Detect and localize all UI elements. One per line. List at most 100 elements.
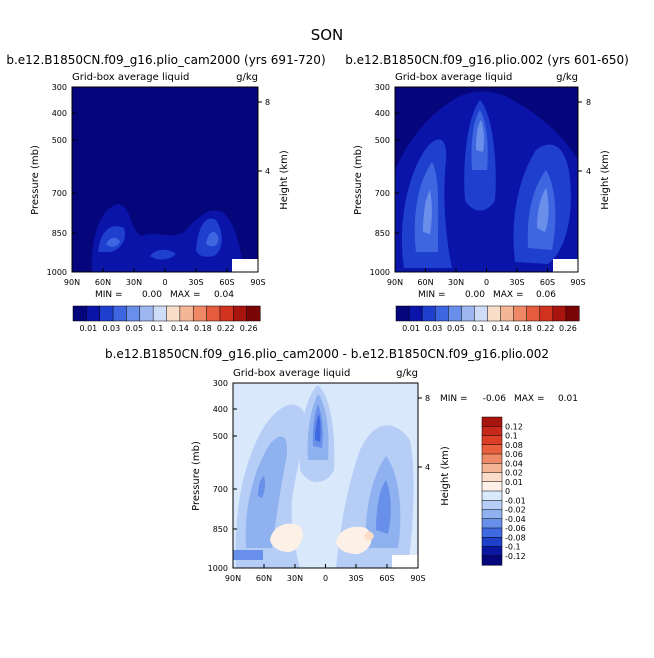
colorbar-swatch — [481, 546, 503, 557]
colorbar-swatch — [487, 305, 502, 322]
height-tick-label: 4 — [265, 167, 270, 176]
height-axis-title: Height (km) — [440, 446, 451, 506]
max-label: MAX = — [170, 290, 201, 300]
colorbar-swatch — [192, 305, 208, 322]
y-tick-label: 850 — [213, 525, 228, 534]
colorbar-swatch — [481, 453, 503, 464]
colorbar-label: 0.04 — [505, 459, 523, 468]
colorbar-swatch — [474, 305, 489, 322]
max-value: 0.01 — [558, 394, 578, 404]
height-tick-label: 4 — [425, 463, 430, 472]
colorbar-label: 0.12 — [505, 422, 523, 431]
y-axis-height: 8 4 Height (km) — [418, 394, 451, 506]
colorbar-swatch — [233, 305, 248, 322]
y-axis-title: Pressure (mb) — [30, 145, 41, 215]
colorbar-swatch — [481, 527, 503, 538]
colorbar-swatch — [539, 305, 554, 322]
x-tick-label: 30N — [126, 278, 142, 287]
colorbar-swatch — [481, 481, 503, 492]
y-tick-label: 400 — [375, 109, 390, 118]
x-tick-label: 30S — [188, 278, 203, 287]
colorbar-label: 0.08 — [505, 441, 523, 450]
min-label: MIN = — [418, 290, 446, 300]
contour-level-2 — [150, 249, 176, 260]
colorbar-label: -0.08 — [505, 533, 526, 542]
colorbar-label: 0.02 — [505, 469, 523, 478]
heatmap-field — [72, 87, 258, 272]
contour-level-neg-0.02 — [245, 436, 288, 548]
y-tick-label: 700 — [52, 189, 67, 198]
x-tick-label: 60N — [256, 574, 272, 583]
panel-title: b.e12.B1850CN.f09_g16.plio_cam2000 - b.e… — [105, 347, 549, 361]
colorbar-label: 0.06 — [505, 450, 523, 459]
min-label: MIN = — [440, 394, 468, 404]
min-value: -0.06 — [483, 394, 507, 404]
colorbar-label: -0.04 — [505, 515, 526, 524]
colorbar-swatch — [395, 305, 410, 322]
x-axis: 90N 60N 30N 0 30S 60S 90S — [387, 268, 586, 287]
panel-top-left: b.e12.B1850CN.f09_g16.plio_cam2000 (yrs … — [6, 53, 325, 333]
max-value: 0.06 — [536, 290, 556, 300]
y-tick-label: 700 — [213, 485, 228, 494]
y-tick-label: 850 — [52, 229, 67, 238]
y-tick-label: 1000 — [47, 268, 67, 277]
x-tick-label: 30N — [287, 574, 303, 583]
heatmap-field — [233, 383, 418, 568]
height-tick-label: 8 — [586, 98, 591, 107]
variable-label: Grid-box average liquid — [72, 72, 189, 83]
colorbar-label: 0.05 — [447, 324, 465, 333]
units-label: g/kg — [556, 72, 578, 83]
colorbar-swatch — [434, 305, 449, 322]
colorbar-label: 0.01 — [505, 478, 523, 487]
x-tick-label: 0 — [323, 574, 328, 583]
colorbar-label: 0.14 — [492, 324, 510, 333]
colorbar-label: 0.01 — [402, 324, 420, 333]
colorbar-swatch — [513, 305, 528, 322]
y-axis-title: Pressure (mb) — [353, 145, 364, 215]
y-axis-pressure: 300 400 500 700 850 1000 Pressure (mb) — [191, 379, 237, 573]
x-tick-label: 60S — [379, 574, 394, 583]
x-tick-label: 60N — [95, 278, 111, 287]
contour-level-4 — [537, 188, 549, 232]
y-tick-label: 1000 — [208, 564, 228, 573]
contour-level-4 — [476, 120, 485, 152]
colorbar: 0.120.10.080.060.040.020.010-0.01-0.02-0… — [481, 416, 526, 566]
colorbar-swatch — [481, 555, 503, 566]
x-tick-label: 90N — [225, 574, 241, 583]
colorbar-swatch — [481, 435, 503, 446]
min-value: 0.00 — [465, 290, 485, 300]
colorbar-label: 0.1 — [151, 324, 164, 333]
units-label: g/kg — [396, 368, 418, 379]
colorbar-label: 0.18 — [194, 324, 212, 333]
colorbar-swatch — [72, 305, 87, 322]
colorbar-swatch — [461, 305, 475, 322]
contour-level-zero — [336, 526, 372, 554]
x-tick-label: 60S — [219, 278, 234, 287]
contour-level-neg-0.04 — [376, 480, 391, 534]
variable-label: Grid-box average liquid — [395, 72, 512, 83]
stats-line: MIN = -0.06 MAX = 0.01 — [440, 394, 578, 404]
colorbar-swatch — [481, 518, 503, 529]
colorbar-label: 0.1 — [505, 432, 518, 441]
colorbar-swatch — [112, 305, 127, 322]
missing-surface — [392, 555, 418, 568]
surface-band — [233, 550, 263, 560]
x-axis: 90N 60N 30N 0 30S 60S 90S — [225, 564, 426, 583]
max-label: MAX = — [514, 394, 545, 404]
y-axis-height: 8 4 Height (km) — [258, 98, 290, 210]
colorbar-swatch — [246, 305, 261, 322]
colorbar-swatch — [565, 305, 580, 322]
x-tick-label: 0 — [162, 278, 167, 287]
colorbar-swatch — [481, 490, 503, 501]
colorbar-swatch — [481, 537, 503, 548]
colorbar-label: -0.12 — [505, 552, 526, 561]
x-tick-label: 30N — [448, 278, 464, 287]
colorbar-swatch — [166, 305, 181, 322]
min-label: MIN = — [95, 290, 123, 300]
y-axis-pressure: 300 400 500 700 850 1000 Pressure (mb) — [353, 83, 399, 277]
colorbar-swatch — [86, 305, 101, 322]
y-axis-pressure: 300 400 500 700 850 1000 Pressure (mb) — [30, 83, 76, 277]
y-tick-label: 500 — [375, 136, 390, 145]
contour-level-neg-0.04 — [258, 476, 266, 498]
